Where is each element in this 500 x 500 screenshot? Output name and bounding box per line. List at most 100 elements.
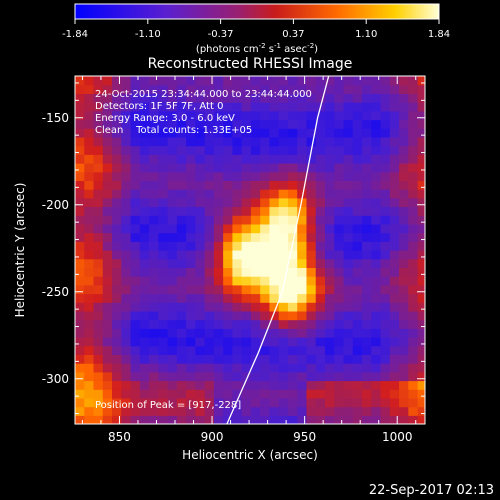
heatmap-cell: [102, 328, 113, 338]
heatmap-cell: [93, 110, 104, 121]
heatmap-cell: [371, 119, 382, 129]
heatmap-cell: [380, 119, 391, 129]
heatmap-cell: [186, 136, 196, 147]
heatmap-cell: [287, 241, 298, 251]
heatmap-cell: [287, 354, 298, 364]
heatmap-cell: [306, 93, 317, 103]
heatmap-cell: [260, 276, 271, 286]
heatmap-cell: [260, 389, 271, 399]
heatmap-cell: [139, 154, 150, 164]
heatmap-cell: [334, 302, 345, 312]
heatmap-cell: [213, 267, 224, 277]
heatmap-cell: [334, 276, 345, 286]
heatmap-cell: [380, 371, 391, 382]
heatmap-cell: [343, 397, 354, 408]
heatmap-cell: [287, 76, 298, 86]
heatmap-cell: [371, 232, 382, 242]
heatmap-cell: [241, 76, 252, 86]
heatmap-cell: [315, 319, 326, 329]
colorbar-ticks: -1.84 -1.10 -0.37 0.37 1.10 1.84: [62, 19, 450, 40]
heatmap-cell: [167, 406, 178, 416]
heatmap-cell: [149, 241, 159, 251]
heatmap-cell: [343, 267, 354, 277]
heatmap-cell: [389, 276, 400, 286]
heatmap-cell: [232, 215, 243, 225]
heatmap-cell: [204, 110, 215, 121]
heatmap-cell: [389, 337, 400, 347]
heatmap-cell: [334, 163, 345, 173]
heatmap-cell: [343, 345, 354, 355]
heatmap-cell: [306, 284, 317, 295]
heatmap-cell: [102, 276, 113, 286]
heatmap-cell: [362, 128, 372, 138]
heatmap-cell: [223, 206, 234, 216]
heatmap-cell: [362, 206, 372, 216]
heatmap-cell: [112, 415, 122, 424]
heatmap-cell: [287, 110, 298, 121]
heatmap-cell: [241, 136, 252, 147]
heatmap-cell: [139, 223, 150, 234]
heatmap-cell: [250, 293, 261, 303]
heatmap-cell: [380, 102, 391, 112]
heatmap-cell: [223, 241, 234, 251]
heatmap-cell: [84, 102, 95, 112]
heatmap-cell: [325, 84, 335, 94]
heatmap-cell: [389, 128, 400, 138]
heatmap-cell: [250, 232, 261, 242]
heatmap-cell: [408, 354, 419, 364]
heatmap-cell: [343, 380, 354, 390]
heatmap-cell: [241, 371, 252, 382]
heatmap-cell: [408, 102, 419, 112]
heatmap-cell: [149, 397, 159, 408]
heatmap-cell: [84, 380, 95, 390]
heatmap-cell: [139, 84, 150, 94]
heatmap-cell: [269, 319, 280, 329]
heatmap-cell: [158, 380, 169, 390]
heatmap-cell: [213, 128, 224, 138]
heatmap-cell: [241, 328, 252, 338]
heatmap-cell: [343, 93, 354, 103]
heatmap-cell: [195, 154, 206, 164]
heatmap-cell: [139, 389, 150, 399]
heatmap-cell: [260, 302, 271, 312]
heatmap-cell: [223, 258, 234, 268]
heatmap-cell: [102, 206, 113, 216]
heatmap-cell: [297, 145, 308, 155]
heatmap-cell: [260, 363, 271, 373]
heatmap-cell: [84, 154, 95, 164]
heatmap-cell: [130, 363, 141, 373]
heatmap-cell: [380, 84, 391, 94]
heatmap-cell: [186, 215, 196, 225]
heatmap-cell: [325, 371, 335, 382]
heatmap-cell: [371, 136, 382, 147]
heatmap-cell: [408, 415, 419, 424]
heatmap-cell: [343, 206, 354, 216]
heatmap-cell: [417, 189, 425, 199]
heatmap-cell: [250, 223, 261, 234]
heatmap-cell: [186, 284, 196, 295]
heatmap-cell: [167, 354, 178, 364]
heatmap-cell: [269, 102, 280, 112]
heatmap-cell: [195, 223, 206, 234]
heatmap-cell: [287, 84, 298, 94]
heatmap-cell: [417, 319, 425, 329]
heatmap-cell: [204, 354, 215, 364]
heatmap-cell: [250, 241, 261, 251]
heatmap-cell: [250, 119, 261, 129]
heatmap-cell: [213, 206, 224, 216]
heatmap-cell: [352, 337, 363, 347]
heatmap-cell: [167, 215, 178, 225]
heatmap-cell: [158, 415, 169, 424]
heatmap-cell: [334, 215, 345, 225]
heatmap-cell: [158, 337, 169, 347]
heatmap-cell: [380, 337, 391, 347]
heatmap-cell: [139, 397, 150, 408]
heatmap-cell: [371, 197, 382, 208]
heatmap-cell: [352, 293, 363, 303]
heatmap-cell: [306, 163, 317, 173]
heatmap-cell: [204, 223, 215, 234]
heatmap-cell: [232, 415, 243, 424]
heatmap-cell: [408, 110, 419, 121]
heatmap-cell: [380, 93, 391, 103]
heatmap-cell: [195, 310, 206, 321]
